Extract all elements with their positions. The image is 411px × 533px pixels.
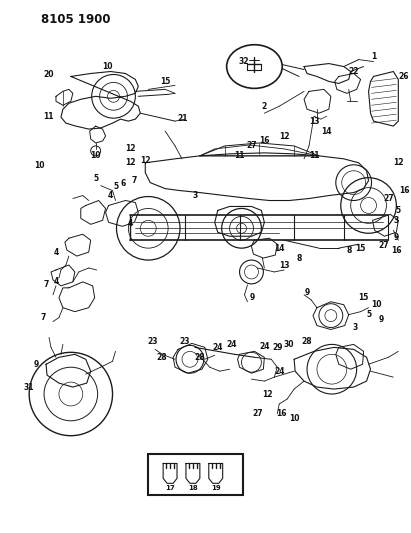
Text: 12: 12 (140, 156, 150, 165)
Text: 15: 15 (358, 293, 369, 302)
Text: 30: 30 (284, 340, 294, 349)
Text: 24: 24 (212, 343, 223, 352)
Text: 12: 12 (262, 390, 272, 399)
Text: 27: 27 (252, 409, 263, 418)
Text: 10: 10 (102, 62, 113, 71)
Text: 27: 27 (378, 241, 389, 249)
Text: 18: 18 (188, 485, 198, 491)
Text: 12: 12 (125, 144, 136, 154)
Text: 7: 7 (132, 176, 137, 185)
Text: 5: 5 (396, 206, 401, 215)
Text: 7: 7 (43, 280, 49, 289)
Text: 17: 17 (165, 485, 175, 491)
Text: 10: 10 (289, 414, 299, 423)
Text: 22: 22 (349, 67, 359, 76)
Text: 32: 32 (238, 57, 249, 66)
Text: 16: 16 (399, 186, 409, 195)
Text: 16: 16 (391, 246, 402, 255)
Text: 12: 12 (125, 158, 136, 167)
Text: 5: 5 (366, 310, 371, 319)
Text: 16: 16 (259, 136, 270, 146)
Text: 23: 23 (180, 337, 190, 346)
Text: 28: 28 (157, 353, 167, 362)
Text: 7: 7 (40, 313, 46, 322)
Text: 9: 9 (379, 315, 384, 324)
FancyBboxPatch shape (148, 454, 242, 495)
Text: 12: 12 (279, 132, 289, 141)
Text: 14: 14 (274, 244, 284, 253)
Text: 3: 3 (394, 216, 399, 225)
Text: 28: 28 (194, 353, 205, 362)
Text: 8: 8 (346, 246, 351, 255)
Text: 10: 10 (34, 161, 44, 170)
Text: 11: 11 (309, 151, 319, 160)
Text: 31: 31 (24, 383, 35, 392)
Text: 20: 20 (44, 70, 54, 79)
Text: 27: 27 (383, 194, 394, 203)
Text: 2: 2 (262, 102, 267, 111)
Text: 4: 4 (108, 191, 113, 200)
Text: 10: 10 (90, 151, 101, 160)
Text: 24: 24 (274, 367, 284, 376)
Text: 29: 29 (272, 343, 282, 352)
Text: 5: 5 (114, 182, 119, 191)
Text: 24: 24 (259, 342, 270, 351)
Text: 23: 23 (147, 337, 157, 346)
Text: 14: 14 (322, 126, 332, 135)
Text: 19: 19 (211, 485, 221, 491)
Text: 9: 9 (33, 360, 39, 369)
Text: 9: 9 (250, 293, 255, 302)
Text: 4: 4 (53, 248, 59, 256)
Text: 13: 13 (279, 261, 289, 270)
Text: 3: 3 (192, 191, 198, 200)
Text: 24: 24 (226, 340, 237, 349)
Text: 21: 21 (178, 114, 188, 123)
Text: 28: 28 (302, 337, 312, 346)
Text: 15: 15 (160, 77, 170, 86)
Text: 11: 11 (43, 111, 53, 120)
Text: 8: 8 (296, 254, 302, 263)
Text: 11: 11 (234, 151, 245, 160)
Text: 3: 3 (352, 323, 357, 332)
Text: 8105 1900: 8105 1900 (41, 13, 111, 27)
Text: 9: 9 (305, 288, 309, 297)
Text: 16: 16 (276, 409, 286, 418)
Text: 10: 10 (371, 300, 382, 309)
Text: 4: 4 (53, 277, 59, 286)
Text: 27: 27 (246, 141, 257, 150)
Text: 12: 12 (393, 158, 404, 167)
Text: 5: 5 (93, 174, 98, 183)
Text: 15: 15 (356, 244, 366, 253)
Text: 26: 26 (398, 72, 409, 81)
Text: 4: 4 (128, 219, 133, 228)
Text: 1: 1 (371, 52, 376, 61)
Text: 6: 6 (121, 179, 126, 188)
Text: 13: 13 (309, 117, 319, 126)
Text: 9: 9 (394, 233, 399, 242)
